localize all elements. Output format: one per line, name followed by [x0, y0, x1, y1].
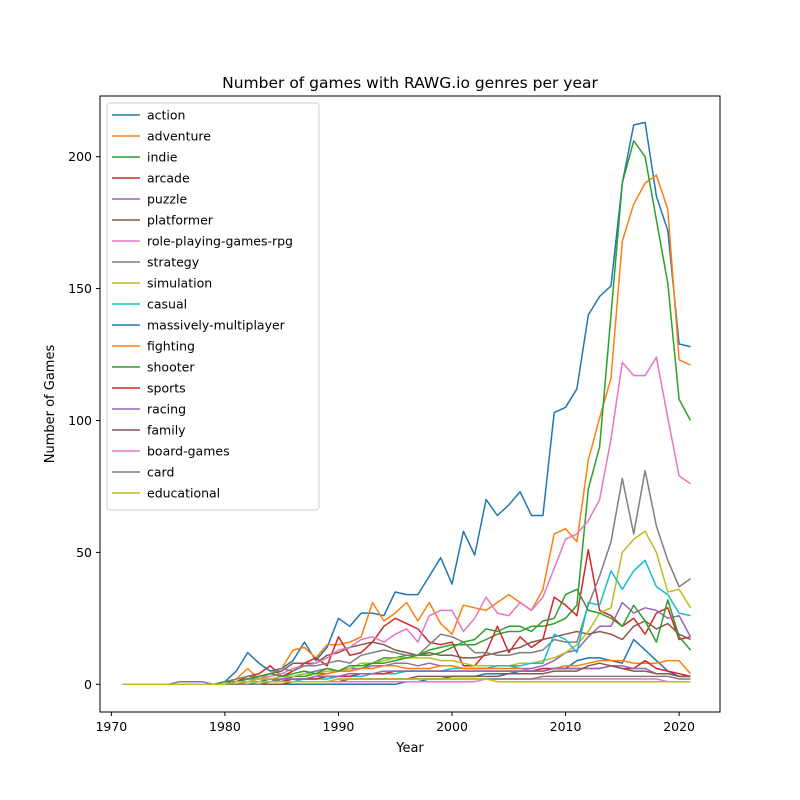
- legend-label-puzzle: puzzle: [147, 192, 187, 207]
- legend-label-casual: casual: [147, 297, 187, 312]
- legend-label-adventure: adventure: [147, 129, 211, 144]
- x-tick-label: 1990: [323, 719, 355, 734]
- x-tick-label: 2010: [550, 719, 582, 734]
- legend-label-shooter: shooter: [147, 360, 195, 375]
- legend-label-card: card: [147, 465, 174, 480]
- y-tick-label: 0: [84, 677, 92, 692]
- y-tick-label: 50: [76, 545, 92, 560]
- series-line-shooter: [122, 588, 692, 686]
- x-tick-label: 2000: [436, 719, 468, 734]
- legend-label-family: family: [147, 423, 186, 438]
- legend-label-racing: racing: [147, 402, 186, 417]
- legend: action adventure indie arcade puzzle platform…: [106, 102, 320, 511]
- legend-label-simulation: simulation: [147, 276, 212, 291]
- series-line-platformer: [122, 620, 691, 686]
- x-tick-label: 1980: [209, 719, 241, 734]
- legend-label-massively-multiplayer: massively-multiplayer: [147, 318, 286, 333]
- legend-label-role-playing-games-rpg: role-playing-games-rpg: [147, 234, 293, 249]
- plot-frame: [99, 95, 721, 713]
- chart-title: Number of games with RAWG.io genres per …: [222, 74, 598, 92]
- legend-label-board-games: board-games: [147, 444, 230, 459]
- legend-box: [106, 102, 320, 511]
- legend-label-sports: sports: [147, 381, 186, 396]
- series-line-casual: [122, 559, 691, 686]
- x-axis-label: Year: [395, 741, 424, 756]
- legend-label-action: action: [147, 108, 185, 123]
- series-line-puzzle: [122, 601, 692, 686]
- x-tick-label: 1970: [95, 719, 127, 734]
- y-axis-label: Number of Games: [43, 345, 58, 464]
- x-tick-label: 2020: [663, 719, 695, 734]
- legend-label-fighting: fighting: [147, 339, 195, 354]
- plot-lines: [122, 121, 692, 686]
- series-line-educational: [122, 678, 691, 686]
- legend-label-arcade: arcade: [147, 171, 190, 186]
- y-axis: 0 50 100 150 200: [68, 149, 100, 692]
- legend-label-platformer: platformer: [147, 213, 214, 228]
- series-line-massively-multiplayer: [122, 638, 691, 686]
- legend-label-indie: indie: [147, 150, 178, 165]
- y-tick-label: 150: [68, 281, 92, 296]
- legend-label-educational: educational: [147, 486, 220, 501]
- y-tick-label: 200: [68, 149, 92, 164]
- legend-label-strategy: strategy: [147, 255, 200, 270]
- x-axis: 1970 1980 1990 2000 2010 2020: [95, 712, 695, 734]
- y-tick-label: 100: [68, 413, 92, 428]
